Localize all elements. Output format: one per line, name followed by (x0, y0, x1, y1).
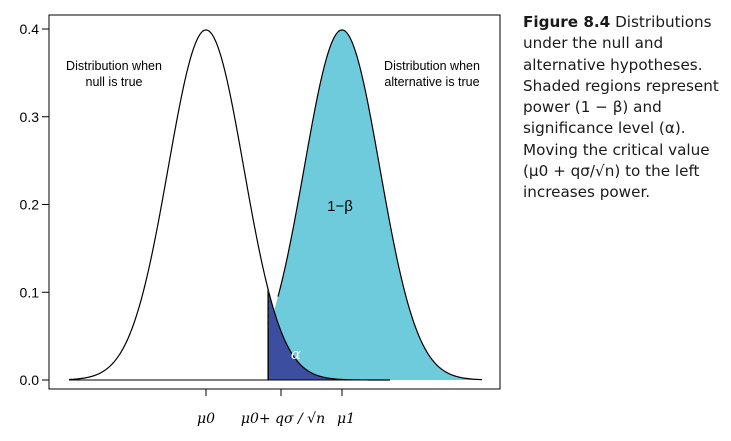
caption-line-6: significance level (α). (523, 119, 686, 138)
null-label-line-2: null is true (86, 75, 143, 89)
y-tick-label: 0.3 (20, 109, 40, 125)
caption-line-3: alternative hypotheses. (523, 55, 703, 74)
alpha-region (268, 289, 390, 380)
caption-line-5: power (1 − β) and (523, 98, 662, 117)
caption-line-2: under the null and (523, 34, 664, 53)
x-tick-label-mu1: μ1 (337, 411, 355, 427)
caption-line-7: Moving the critical value (523, 140, 710, 159)
caption-figure-label: Figure 8.4 (523, 13, 611, 31)
power-region (268, 29, 482, 381)
alt-label-line-1: Distribution when (384, 59, 480, 73)
alternative-distribution-curve (277, 29, 483, 381)
y-tick-label: 0.0 (20, 372, 40, 388)
caption-line-8: (μ0 + qσ/√n) to the left (523, 162, 700, 181)
x-tick-label-mu0: μ0 (197, 411, 215, 427)
caption-line-9: increases power. (523, 183, 651, 202)
x-tick-label-critical: μ0+ qσ / √n (241, 411, 325, 427)
plot-frame (48, 14, 501, 390)
null-label-line-1: Distribution when (66, 59, 162, 73)
y-tick-label: 0.4 (20, 21, 40, 37)
distribution-chart: 0.0 0.1 0.2 0.3 0.4 μ0 μ0+ qσ / √n μ1 Distribu… (20, 14, 501, 427)
caption-line-1: Distributions (610, 13, 712, 31)
caption-line-4: Shaded regions represent (523, 76, 719, 95)
power-label: 1−β (327, 198, 353, 215)
alpha-label: α (291, 345, 301, 363)
y-tick-label: 0.1 (20, 284, 40, 300)
figure-caption: Figure 8.4 Distributions under the null … (523, 12, 728, 204)
y-tick-label: 0.2 (20, 197, 40, 213)
null-distribution-curve (68, 29, 391, 381)
alt-label-line-2: alternative is true (384, 75, 479, 89)
